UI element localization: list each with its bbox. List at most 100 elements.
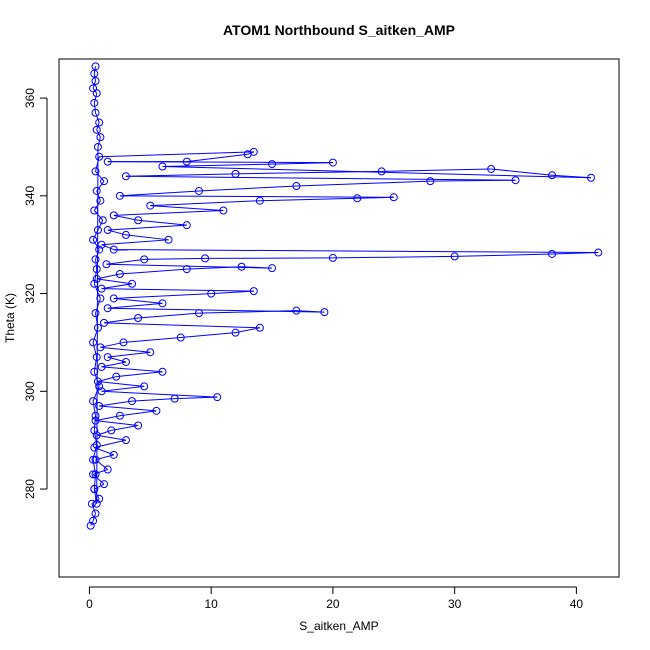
data-point [328, 253, 337, 262]
data-point [91, 62, 100, 71]
data-point [292, 306, 301, 315]
series-segment [107, 224, 187, 231]
data-point [450, 252, 459, 261]
data-point [96, 133, 105, 142]
data-point [249, 287, 258, 296]
data-point [95, 118, 104, 127]
data-point [128, 397, 137, 406]
data-point [128, 279, 137, 288]
series-segment [95, 171, 105, 182]
series-segment [96, 434, 127, 441]
y-tick-label: 280 [23, 479, 37, 499]
data-point [98, 216, 107, 225]
data-point [86, 521, 95, 530]
data-point [119, 338, 128, 347]
series-segment [138, 219, 187, 226]
data-point [237, 262, 246, 271]
data-point [115, 411, 124, 420]
data-point [89, 455, 98, 464]
x-tick-label: 10 [204, 597, 218, 611]
data-point [548, 249, 557, 258]
data-point [548, 171, 557, 180]
data-point [95, 382, 104, 391]
data-point [93, 226, 102, 235]
series-segment [104, 322, 260, 329]
series-segment [103, 317, 139, 324]
series-segment [94, 483, 105, 490]
data-point [207, 289, 216, 298]
series-segment [119, 195, 394, 198]
plot-frame [58, 58, 620, 578]
y-axis-label: Theta (K) [3, 293, 17, 343]
series-segment [119, 410, 157, 417]
data-point [255, 196, 264, 205]
series-segment [99, 151, 254, 158]
data-point [158, 299, 167, 308]
series-segment [211, 290, 254, 295]
data-point [91, 76, 100, 85]
series-segment [332, 255, 455, 259]
data-point [587, 173, 595, 182]
data-point [164, 235, 173, 244]
series-segment [144, 257, 206, 260]
series-segment [125, 175, 516, 181]
data-point [511, 176, 520, 185]
series-segment [150, 205, 224, 211]
data-point [89, 470, 98, 479]
series-segment [107, 302, 163, 309]
series-segment [235, 327, 260, 334]
data-point [92, 499, 101, 508]
data-point [87, 499, 96, 508]
series-segment [99, 400, 133, 407]
series-segment [101, 361, 127, 368]
chart-title: ATOM1 Northbound S_aitken_AMP [223, 22, 455, 38]
series-segment [94, 439, 127, 448]
x-axis-label: S_aitken_AMP [299, 619, 378, 633]
data-point [195, 186, 203, 195]
series-segment [99, 405, 157, 412]
series-segment [119, 190, 200, 197]
series-segment [93, 93, 98, 104]
series-segment [113, 297, 163, 304]
data-point [103, 157, 112, 166]
data-point [146, 201, 155, 210]
series-segment [95, 112, 100, 123]
data-point [176, 333, 185, 342]
data-point [182, 221, 191, 230]
y-tick-label: 300 [23, 381, 37, 401]
series-segment [97, 220, 104, 231]
data-point [92, 274, 101, 283]
series-segment [107, 307, 325, 313]
data-point [121, 230, 130, 239]
data-point [89, 397, 98, 406]
data-point [103, 353, 112, 362]
series-segment [186, 153, 248, 163]
series-segment [93, 102, 97, 113]
series-segment [96, 278, 133, 285]
x-tick-label: 20 [326, 597, 340, 611]
series-segment [259, 197, 358, 202]
series-segment [113, 249, 599, 254]
data-point [219, 206, 228, 215]
data-point [182, 265, 191, 274]
series-segment [92, 229, 99, 241]
data-point [90, 279, 99, 288]
data-point [109, 245, 118, 254]
series-segment [123, 337, 181, 343]
series-segment [95, 459, 109, 470]
data-point [90, 206, 99, 215]
data-point [109, 211, 118, 220]
data-point [134, 421, 143, 430]
series-segment [93, 415, 97, 431]
data-point [102, 260, 111, 269]
series-segment [138, 312, 200, 319]
series-segment [92, 239, 100, 250]
data-point [96, 196, 105, 205]
y-tick-label: 340 [23, 185, 37, 205]
data-point [91, 309, 100, 318]
data-point [91, 255, 100, 264]
data-point [103, 304, 112, 313]
data-point [377, 167, 386, 176]
data-point [140, 255, 149, 264]
series-segment [113, 214, 139, 221]
